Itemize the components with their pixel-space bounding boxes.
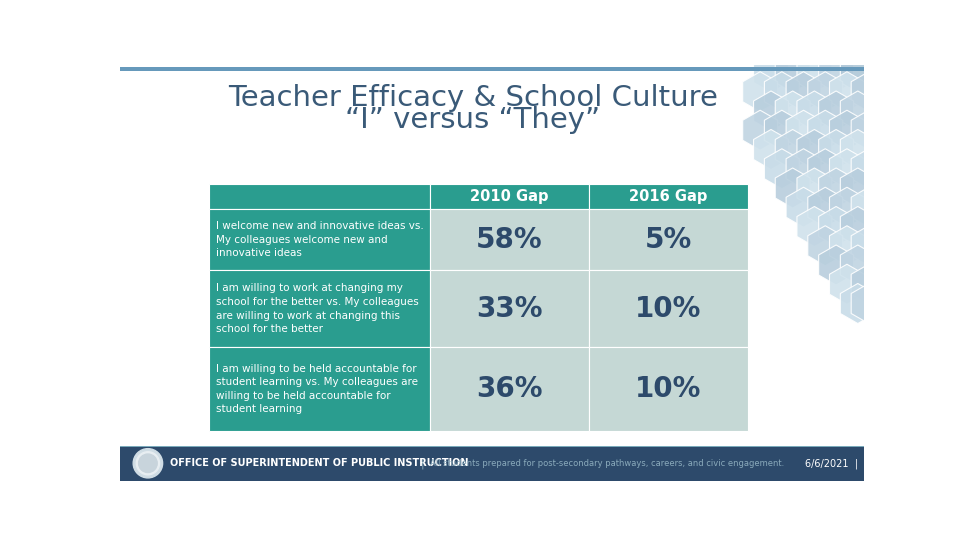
Polygon shape bbox=[840, 91, 876, 131]
Text: 10%: 10% bbox=[636, 375, 702, 403]
Text: OFFICE OF SUPERINTENDENT OF PUBLIC INSTRUCTION: OFFICE OF SUPERINTENDENT OF PUBLIC INSTR… bbox=[170, 458, 468, 468]
Polygon shape bbox=[776, 130, 810, 170]
Polygon shape bbox=[776, 52, 810, 92]
Polygon shape bbox=[819, 245, 853, 285]
Polygon shape bbox=[764, 148, 800, 189]
Text: 5%: 5% bbox=[645, 226, 692, 254]
Polygon shape bbox=[797, 52, 832, 92]
Polygon shape bbox=[797, 206, 832, 247]
Polygon shape bbox=[829, 264, 864, 304]
Polygon shape bbox=[819, 52, 853, 92]
Polygon shape bbox=[807, 110, 843, 150]
Circle shape bbox=[136, 452, 159, 475]
Polygon shape bbox=[840, 52, 876, 92]
Bar bbox=[430, 271, 588, 347]
Text: |: | bbox=[420, 458, 424, 469]
Circle shape bbox=[138, 454, 157, 472]
Bar bbox=[120, 446, 864, 448]
Text: Teacher Efficacy & School Culture: Teacher Efficacy & School Culture bbox=[228, 84, 717, 112]
Text: 2010 Gap: 2010 Gap bbox=[470, 189, 549, 204]
Polygon shape bbox=[776, 168, 810, 208]
Polygon shape bbox=[754, 130, 788, 170]
Polygon shape bbox=[776, 91, 810, 131]
Text: 10%: 10% bbox=[636, 295, 702, 323]
Polygon shape bbox=[807, 187, 843, 227]
Text: 36%: 36% bbox=[476, 375, 542, 403]
Bar bbox=[209, 347, 430, 430]
Polygon shape bbox=[852, 264, 886, 304]
Text: I welcome new and innovative ideas vs.
My colleagues welcome new and
innovative : I welcome new and innovative ideas vs. M… bbox=[216, 221, 424, 258]
Polygon shape bbox=[829, 226, 864, 266]
Bar bbox=[120, 446, 864, 481]
Polygon shape bbox=[840, 168, 876, 208]
Polygon shape bbox=[764, 72, 800, 112]
Polygon shape bbox=[819, 206, 853, 247]
Polygon shape bbox=[743, 72, 778, 112]
Text: 33%: 33% bbox=[476, 295, 542, 323]
Polygon shape bbox=[797, 130, 832, 170]
Text: “I” versus “They”: “I” versus “They” bbox=[345, 106, 600, 134]
Bar bbox=[588, 209, 748, 271]
Bar bbox=[209, 271, 430, 347]
Text: I am willing to be held accountable for
student learning vs. My colleagues are
w: I am willing to be held accountable for … bbox=[216, 363, 419, 414]
Polygon shape bbox=[840, 130, 876, 170]
Polygon shape bbox=[797, 91, 832, 131]
Text: 6/6/2021  |  44: 6/6/2021 | 44 bbox=[805, 458, 876, 469]
Polygon shape bbox=[754, 91, 788, 131]
Polygon shape bbox=[807, 148, 843, 189]
Bar bbox=[588, 184, 748, 209]
Polygon shape bbox=[786, 110, 821, 150]
Bar bbox=[588, 347, 748, 430]
Polygon shape bbox=[819, 130, 853, 170]
Bar bbox=[209, 209, 430, 271]
Polygon shape bbox=[807, 72, 843, 112]
Polygon shape bbox=[819, 91, 853, 131]
Polygon shape bbox=[852, 187, 886, 227]
Text: 2016 Gap: 2016 Gap bbox=[629, 189, 708, 204]
Bar bbox=[430, 347, 588, 430]
Polygon shape bbox=[852, 110, 886, 150]
Polygon shape bbox=[852, 72, 886, 112]
Circle shape bbox=[133, 449, 162, 478]
Bar bbox=[588, 271, 748, 347]
Bar bbox=[430, 184, 588, 209]
Polygon shape bbox=[797, 168, 832, 208]
Polygon shape bbox=[819, 168, 853, 208]
Polygon shape bbox=[829, 110, 864, 150]
Bar bbox=[120, 67, 864, 71]
Polygon shape bbox=[764, 110, 800, 150]
Polygon shape bbox=[840, 206, 876, 247]
Text: All students prepared for post-secondary pathways, careers, and civic engagement: All students prepared for post-secondary… bbox=[430, 459, 784, 468]
Polygon shape bbox=[786, 187, 821, 227]
Polygon shape bbox=[786, 72, 821, 112]
Text: I am willing to work at changing my
school for the better vs. My colleagues
are : I am willing to work at changing my scho… bbox=[216, 284, 419, 334]
Bar bbox=[430, 209, 588, 271]
Polygon shape bbox=[852, 284, 886, 323]
Polygon shape bbox=[829, 72, 864, 112]
Polygon shape bbox=[840, 245, 876, 285]
Polygon shape bbox=[829, 187, 864, 227]
Bar bbox=[209, 184, 430, 209]
Polygon shape bbox=[852, 148, 886, 189]
Polygon shape bbox=[786, 148, 821, 189]
Text: 58%: 58% bbox=[476, 226, 542, 254]
Polygon shape bbox=[807, 226, 843, 266]
Polygon shape bbox=[829, 148, 864, 189]
Polygon shape bbox=[743, 110, 778, 150]
Polygon shape bbox=[840, 284, 876, 323]
Polygon shape bbox=[754, 52, 788, 92]
Polygon shape bbox=[852, 226, 886, 266]
